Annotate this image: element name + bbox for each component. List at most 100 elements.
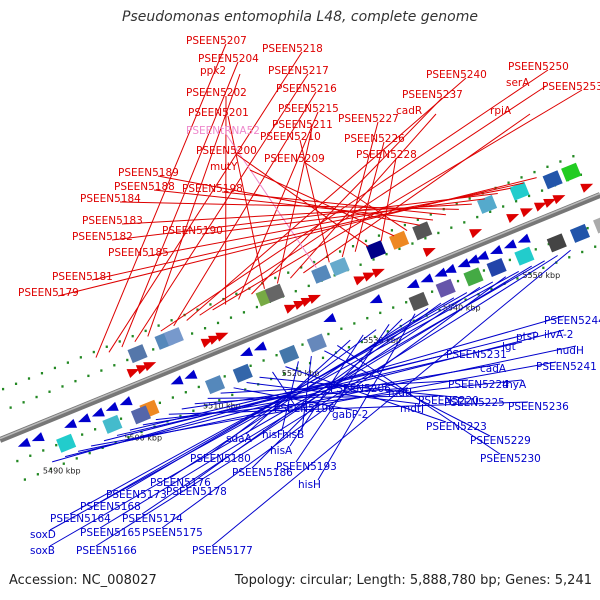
gene-leader-line [301,355,312,431]
track-tick [347,346,351,349]
track-tick [94,428,97,431]
track-tick [307,284,310,288]
forward-gene-arrow [552,195,566,205]
gene-label-forward: PSEEN5182 [72,231,133,243]
track-tick [197,385,200,389]
gene-label-reverse: PSEEN5186 [232,467,293,479]
gene-leader-line [199,85,547,316]
gene-label-forward: PSEEN5240 [426,69,487,81]
track-tick [9,406,12,409]
genome-backbone [0,192,600,443]
reverse-gene-arrow [119,396,133,406]
gene-leader-line [134,73,309,342]
track-tick [275,353,278,357]
gene-leader-line [341,121,379,258]
gene-feature-box [509,181,530,201]
reverse-gene-arrow [105,401,119,411]
gene-leader-line [249,169,395,237]
reverse-gene-arrow [31,432,45,442]
reverse-gene-arrow [490,244,503,254]
track-tick [594,245,597,248]
forward-gene-arrow [533,202,547,212]
gene-leader-line [233,387,353,411]
scale-label: 5490 kbp [43,467,81,476]
gene-leader-line [246,382,421,405]
gene-label-reverse: lgt [502,341,516,353]
track-tick [351,245,355,248]
reverse-gene-arrow [517,233,531,243]
gene-label-forward: PSEEN5190 [162,225,223,237]
track-tick [140,430,143,434]
track-tick [242,311,246,314]
track-tick [158,401,162,405]
track-tick [100,369,103,372]
gene-feature-box [477,194,498,214]
track-tick [79,356,82,359]
gene-label-forward: PSEEN5189 [118,167,179,179]
track-tick [55,443,58,447]
reverse-gene-arrow [369,294,383,304]
track-tick [66,361,69,364]
gene-feature-box [127,344,148,364]
gene-label-reverse: cadA [480,363,507,375]
gene-leader-line [108,51,303,353]
gene-leader-line [380,157,397,242]
track-tick [81,433,84,436]
gene-label-reverse: PSEEN5174 [122,513,183,525]
gene-label-forward: PSEEN5227 [338,113,399,125]
track-tick [229,316,233,319]
track-tick [482,269,486,272]
gene-label-reverse: soxD [30,529,56,541]
reverse-gene-arrow [253,341,267,351]
gene-feature-box [542,170,563,190]
gene-leader-line [57,177,537,297]
gene-label-reverse: PSEEN5173 [106,489,167,501]
gene-label-reverse: PSEEN5164 [50,513,111,525]
gene-leader-line [227,115,265,289]
track-tick [468,197,471,200]
gene-leader-line [49,260,545,547]
gene-label-forward: PSEEN5184 [80,193,141,205]
track-tick [255,305,258,309]
gene-leader-line [147,73,241,337]
track-tick [540,189,544,192]
track-tick [192,409,195,412]
reverse-gene-arrow [503,239,517,249]
track-tick [61,385,64,388]
gene-leader-line [186,77,467,321]
gene-leader-line [303,113,531,274]
track-tick [287,271,290,274]
gene-label-forward: PSEEN5202 [186,87,247,99]
gene-feature-box [163,327,184,347]
gene-label-reverse: PSEEN5241 [536,361,597,373]
track-tick [87,374,90,378]
reverse-gene-arrow [17,437,31,447]
reverse-gene-arrow [184,369,198,379]
gene-label-reverse: PSEEN5223 [426,421,487,433]
track-tick [490,287,493,291]
gene-feature-box [514,246,535,266]
track-tick [35,395,38,399]
track-tick [366,316,369,320]
track-tick [451,303,454,307]
track-tick [572,155,575,158]
gene-label-forward: PSEEN5198 [182,183,243,195]
gene-label-reverse: PSEEN5224 [448,379,509,391]
gene-feature-box [279,344,300,364]
track-tick [118,340,121,343]
gene-feature-box [561,162,582,182]
track-tick [184,391,187,394]
gene-label-forward: cadR [396,105,422,117]
gene-label-forward: PSEEN5216 [276,83,337,95]
track-tick [262,359,265,362]
track-tick [283,372,286,375]
gene-label-forward: PSEEN5250 [508,61,569,73]
reverse-gene-arrow [406,278,420,288]
track-tick [360,340,363,344]
gene-label-forward: PSEEN5207 [186,35,247,47]
gene-feature-box [306,333,327,353]
track-tick [152,348,155,351]
track-tick [424,237,427,240]
track-tick [359,263,362,266]
track-tick [48,390,51,393]
